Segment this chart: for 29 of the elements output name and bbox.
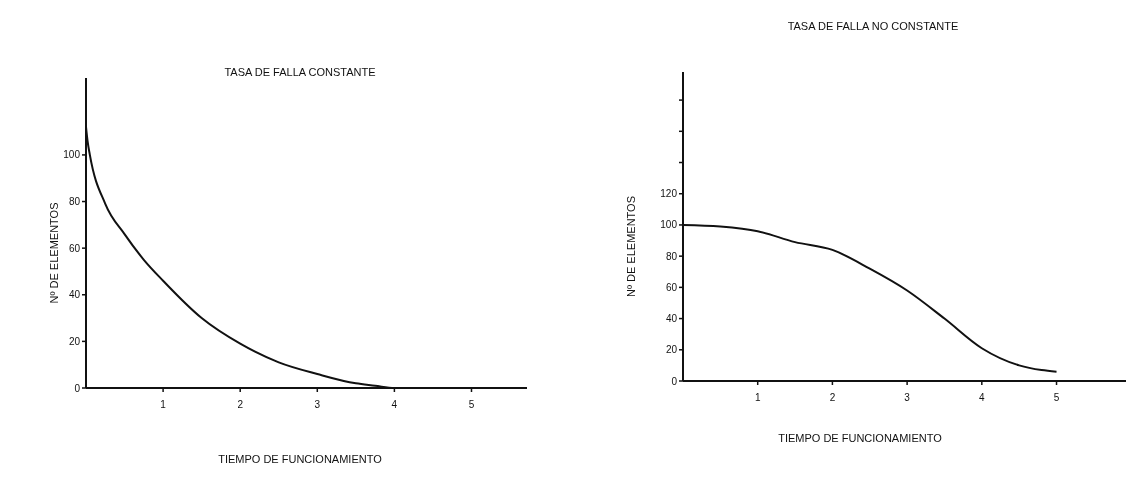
y-axis-title: Nº DE ELEMENTOS bbox=[625, 195, 637, 298]
y-axis-title: Nº DE ELEMENTOS bbox=[48, 202, 60, 304]
y-tick-label: 80 bbox=[68, 196, 81, 208]
y-tick-label: 20 bbox=[68, 335, 81, 347]
y-tick-label: 60 bbox=[665, 281, 678, 293]
x-tick-label: 4 bbox=[979, 392, 986, 403]
y-tick-label: 100 bbox=[660, 219, 678, 231]
x-tick-label: 2 bbox=[829, 392, 836, 403]
x-axis-title: TIEMPO DE FUNCIONAMIENTO bbox=[218, 453, 383, 465]
x-tick-label: 4 bbox=[391, 399, 398, 410]
y-tick-label: 80 bbox=[665, 250, 678, 262]
x-axis-title: TIEMPO DE FUNCIONAMIENTO bbox=[778, 432, 943, 444]
x-tick-label: 1 bbox=[160, 399, 167, 410]
y-tick-label: 40 bbox=[68, 289, 81, 301]
x-tick-label: 5 bbox=[1053, 392, 1060, 403]
y-tick-label: 20 bbox=[665, 344, 678, 356]
x-tick-label: 3 bbox=[314, 399, 321, 410]
y-tick-label: 0 bbox=[671, 375, 678, 387]
x-tick-label: 2 bbox=[237, 399, 244, 410]
x-tick-label: 5 bbox=[468, 399, 475, 410]
y-tick-label: 60 bbox=[68, 242, 81, 254]
y-tick-label: 40 bbox=[665, 313, 678, 325]
y-tick-label: 0 bbox=[74, 382, 81, 394]
y-tick-label: 120 bbox=[660, 188, 678, 200]
x-tick-label: 1 bbox=[754, 392, 761, 403]
chart-title: TASA DE FALLA CONSTANTE bbox=[224, 66, 376, 78]
chart-title: TASA DE FALLA NO CONSTANTE bbox=[787, 20, 959, 32]
y-tick-label: 100 bbox=[63, 149, 81, 161]
x-tick-label: 3 bbox=[904, 392, 911, 403]
